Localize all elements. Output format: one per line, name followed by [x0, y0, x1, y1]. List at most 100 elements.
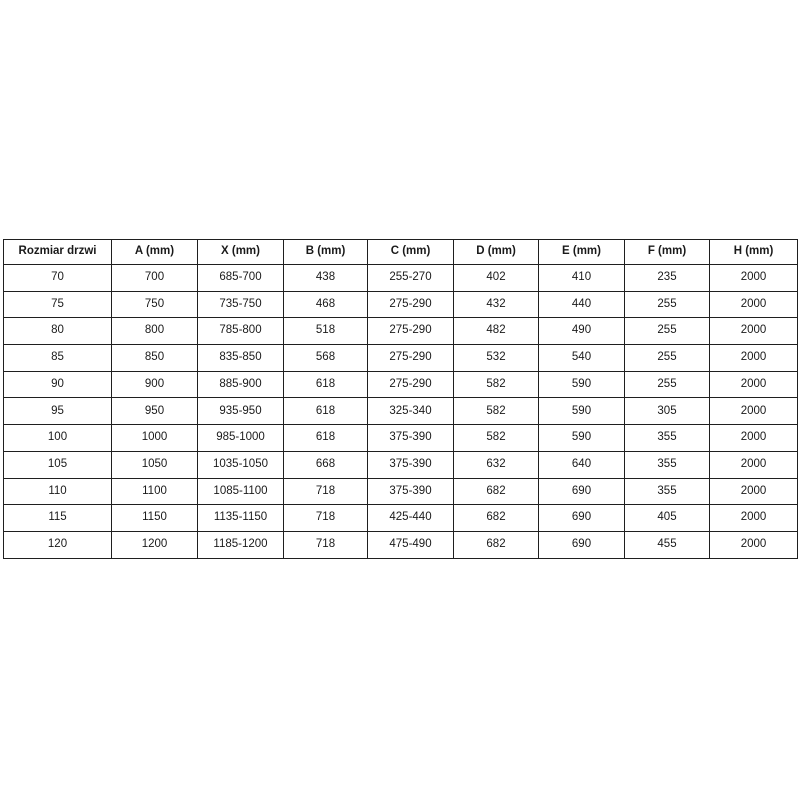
table-cell: 235 [624, 264, 710, 292]
table-cell: 800 [111, 317, 198, 346]
table-cell: 275-290 [367, 344, 454, 372]
table-cell: 1135-1150 [197, 504, 284, 532]
table-cell: 2000 [709, 344, 798, 372]
table-cell: 690 [538, 530, 625, 559]
table-cell: 540 [538, 344, 625, 372]
table-cell: 305 [624, 397, 710, 426]
table-row: 120 1200 1185-1200 718 475-490 682 690 455 2000 [3, 530, 798, 559]
table-cell: 750 [111, 290, 198, 319]
table-cell: 2000 [709, 477, 798, 506]
table-row: 90 900 885-900 618 275-290 582 590 255 2000 [3, 370, 798, 399]
table-cell: 735-750 [197, 290, 284, 319]
table-cell: 985-1000 [197, 424, 284, 452]
table-cell: 682 [453, 477, 539, 506]
table-cell: 682 [453, 530, 539, 559]
table-row: 80 800 785-800 518 275-290 482 490 255 2000 [3, 317, 798, 346]
table-cell: 255 [624, 317, 710, 346]
table-cell: 682 [453, 504, 539, 532]
table-cell: 95 [3, 397, 112, 426]
table-cell: 355 [624, 450, 710, 479]
table-cell: 105 [3, 450, 112, 479]
table-cell: 900 [111, 370, 198, 399]
table-cell: 115 [3, 504, 112, 532]
table-cell: 532 [453, 344, 539, 372]
table-cell: 410 [538, 264, 625, 292]
table-cell: 2000 [709, 264, 798, 292]
table-cell: 1000 [111, 424, 198, 452]
table-row: 70 700 685-700 438 255-270 402 410 235 2000 [3, 264, 798, 292]
table-cell: 402 [453, 264, 539, 292]
table-cell: 275-290 [367, 290, 454, 319]
table-cell: 2000 [709, 504, 798, 532]
column-header: F (mm) [624, 239, 710, 265]
table-cell: 2000 [709, 424, 798, 452]
table-cell: 75 [3, 290, 112, 319]
table-cell: 518 [283, 317, 368, 346]
table-cell: 1100 [111, 477, 198, 506]
table-cell: 275-290 [367, 317, 454, 346]
table-cell: 120 [3, 530, 112, 559]
table-cell: 405 [624, 504, 710, 532]
table-cell: 85 [3, 344, 112, 372]
table-cell: 618 [283, 397, 368, 426]
table-header: Rozmiar drzwi A (mm) X (mm) B (mm) C (mm) D (… [3, 239, 798, 265]
table-cell: 2000 [709, 450, 798, 479]
table-cell: 690 [538, 477, 625, 506]
table-cell: 640 [538, 450, 625, 479]
table-cell: 568 [283, 344, 368, 372]
table-cell: 700 [111, 264, 198, 292]
table-cell: 490 [538, 317, 625, 346]
table-cell: 582 [453, 397, 539, 426]
table-cell: 375-390 [367, 477, 454, 506]
table-cell: 590 [538, 424, 625, 452]
table-cell: 590 [538, 370, 625, 399]
column-header: H (mm) [709, 239, 798, 265]
table-cell: 850 [111, 344, 198, 372]
table-cell: 90 [3, 370, 112, 399]
column-header: C (mm) [367, 239, 454, 265]
table-cell: 718 [283, 530, 368, 559]
table-cell: 375-390 [367, 450, 454, 479]
table-cell: 2000 [709, 370, 798, 399]
column-header: B (mm) [283, 239, 368, 265]
door-size-table-container: Rozmiar drzwi A (mm) X (mm) B (mm) C (mm) D (… [3, 239, 798, 559]
column-header: E (mm) [538, 239, 625, 265]
table-cell: 440 [538, 290, 625, 319]
table-cell: 255 [624, 344, 710, 372]
column-header: A (mm) [111, 239, 198, 265]
table-cell: 110 [3, 477, 112, 506]
table-cell: 325-340 [367, 397, 454, 426]
table-cell: 2000 [709, 530, 798, 559]
table-row: 75 750 735-750 468 275-290 432 440 255 2000 [3, 290, 798, 319]
table-cell: 432 [453, 290, 539, 319]
table-row: 100 1000 985-1000 618 375-390 582 590 355 2000 [3, 424, 798, 452]
table-cell: 255-270 [367, 264, 454, 292]
door-size-table: Rozmiar drzwi A (mm) X (mm) B (mm) C (mm) D (… [3, 239, 798, 559]
table-cell: 2000 [709, 317, 798, 346]
table-cell: 70 [3, 264, 112, 292]
table-cell: 1050 [111, 450, 198, 479]
table-cell: 438 [283, 264, 368, 292]
table-row: 105 1050 1035-1050 668 375-390 632 640 355 2000 [3, 450, 798, 479]
table-cell: 1185-1200 [197, 530, 284, 559]
table-cell: 455 [624, 530, 710, 559]
table-cell: 935-950 [197, 397, 284, 426]
column-header: D (mm) [453, 239, 539, 265]
column-header: X (mm) [197, 239, 284, 265]
table-cell: 582 [453, 370, 539, 399]
table-cell: 1200 [111, 530, 198, 559]
table-row: 85 850 835-850 568 275-290 532 540 255 2000 [3, 344, 798, 372]
table-cell: 785-800 [197, 317, 284, 346]
table-cell: 618 [283, 370, 368, 399]
table-cell: 355 [624, 424, 710, 452]
column-header: Rozmiar drzwi [3, 239, 112, 265]
table-cell: 425-440 [367, 504, 454, 532]
table-cell: 632 [453, 450, 539, 479]
table-cell: 255 [624, 290, 710, 319]
header-row: Rozmiar drzwi A (mm) X (mm) B (mm) C (mm) D (… [3, 239, 798, 265]
table-cell: 690 [538, 504, 625, 532]
table-cell: 582 [453, 424, 539, 452]
table-cell: 835-850 [197, 344, 284, 372]
table-cell: 375-390 [367, 424, 454, 452]
